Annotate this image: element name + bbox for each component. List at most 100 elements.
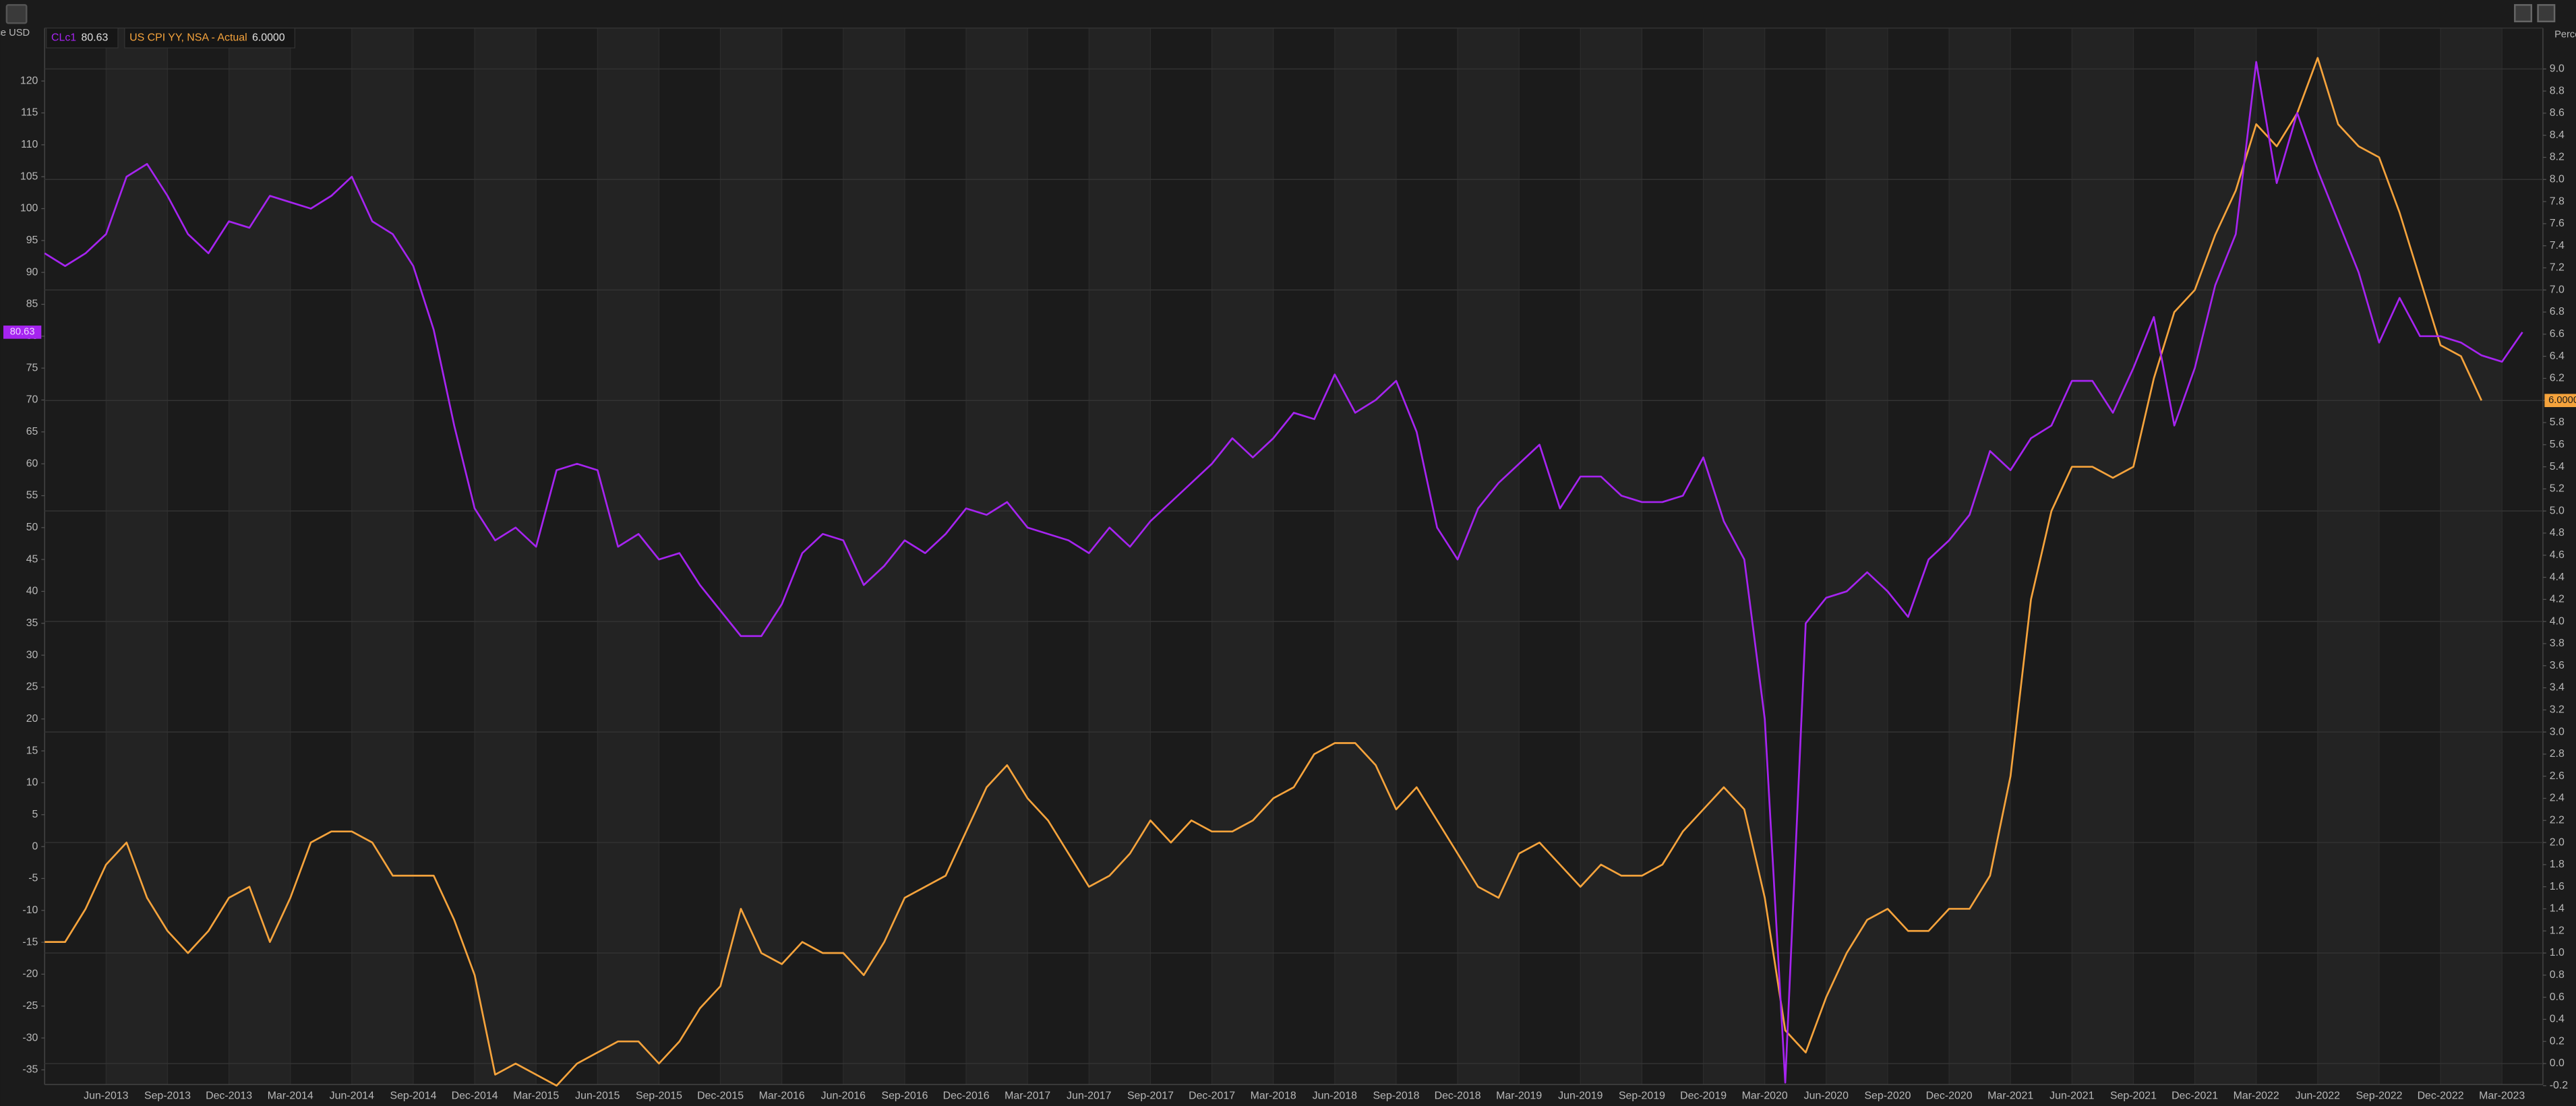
x-tick-label: Mar-2023 [2479,1090,2525,1102]
x-tick-label: Jun-2019 [1558,1090,1602,1102]
y-tick-label: 10 [26,777,38,789]
y2-tick-label: 3.8 [2550,638,2565,649]
y2-tick-label: 0.0 [2550,1057,2565,1069]
y-tick-label: 120 [20,75,38,86]
x-tick-label: Mar-2021 [1987,1090,2033,1102]
x-tick-label: Jun-2014 [330,1090,374,1102]
band [597,28,659,1085]
y2-tick-label: 3.2 [2550,704,2565,716]
y2-tick-label: 1.2 [2550,925,2565,936]
y-tick-label: 50 [26,522,38,533]
y2-tick-label: 7.4 [2550,240,2565,251]
y2-tick-label: 6.8 [2550,306,2565,317]
band [1580,28,1642,1085]
band [1458,28,1520,1085]
x-tick-label: Sep-2020 [1864,1090,1911,1102]
band [904,28,967,1085]
band [1826,28,1888,1085]
y-tick-label: 30 [26,649,38,660]
x-tick-label: Dec-2021 [2171,1090,2218,1102]
x-tick-label: Dec-2013 [206,1090,252,1102]
table-button[interactable] [2537,4,2556,23]
y2-tick-label: 8.2 [2550,152,2565,163]
toolbar-button[interactable] [5,4,28,24]
band [229,28,291,1085]
y2-tick-label: 0.6 [2550,991,2565,1003]
x-tick-label: Dec-2018 [1435,1090,1481,1102]
y-tick-label: 25 [26,681,38,693]
y2-tick-label: 1.0 [2550,947,2565,958]
y2-tick-label: 7.8 [2550,195,2565,207]
y2-tick-label: 2.0 [2550,836,2565,848]
x-tick-label: Sep-2022 [2356,1090,2402,1102]
y-tick-label: 100 [20,203,38,214]
y2-tick-label: 7.0 [2550,284,2565,295]
band [1334,28,1396,1085]
band [843,28,905,1085]
band [1027,28,1089,1085]
y2-tick-label: 0.2 [2550,1035,2565,1047]
y2-tick-label: 0.4 [2550,1014,2565,1025]
y2-tick-label: 5.8 [2550,417,2565,428]
y-tick-label: 65 [26,426,38,437]
x-tick-label: Mar-2014 [268,1090,313,1102]
x-tick-label: Dec-2020 [1926,1090,1973,1102]
band [720,28,782,1085]
y-tick-label: 40 [26,586,38,597]
band [1396,28,1458,1085]
y2-tick-label: 4.6 [2550,549,2565,561]
x-tick-label: Jun-2016 [821,1090,866,1102]
x-tick-label: Sep-2018 [1373,1090,1419,1102]
chart-type-button[interactable] [2514,4,2533,23]
y2-tick-label: 6.6 [2550,328,2565,340]
y2-tick-label: 9.0 [2550,63,2565,75]
band [1211,28,1274,1085]
y-tick-label: -25 [22,1000,38,1012]
band [2440,28,2503,1085]
band [2317,28,2379,1085]
band [2502,28,2543,1085]
legend-box [124,28,295,49]
y-tick-label: 85 [26,299,38,310]
y-tick-label: 35 [26,617,38,629]
x-tick-label: Dec-2015 [697,1090,744,1102]
y2-tick-label: 3.4 [2550,682,2565,694]
x-tick-label: Sep-2016 [881,1090,928,1102]
x-tick-label: Jun-2020 [1804,1090,1849,1102]
y-tick-label: 0 [32,840,38,852]
y2-tick-label: 3.0 [2550,726,2565,737]
band [1273,28,1335,1085]
band [44,28,107,1085]
x-tick-label: Sep-2019 [1619,1090,1665,1102]
last-value-badge [2544,394,2576,408]
x-tick-label: Mar-2020 [1742,1090,1788,1102]
band [1887,28,1950,1085]
x-tick-label: Sep-2017 [1127,1090,1174,1102]
series-line [44,57,2483,1087]
y-tick-label: 55 [26,490,38,501]
y2-tick-label: 2.4 [2550,793,2565,804]
x-tick-label: Dec-2016 [943,1090,990,1102]
series-line [44,61,2523,1084]
y2-tick-label: 7.6 [2550,218,2565,229]
x-tick-label: Mar-2017 [1005,1090,1050,1102]
y2-tick-label: 4.8 [2550,527,2565,539]
y-tick-label: -35 [22,1064,38,1076]
band [2133,28,2195,1085]
band [1642,28,1704,1085]
y-tick-label: 110 [21,139,38,150]
x-tick-label: Sep-2015 [636,1090,682,1102]
y2-tick-label: 2.6 [2550,770,2565,782]
band [475,28,537,1085]
y-tick-label: 95 [26,235,38,246]
band [1089,28,1151,1085]
x-tick-label: Jun-2015 [575,1090,620,1102]
x-tick-label: Mar-2018 [1251,1090,1296,1102]
y-tick-label: 75 [26,362,38,373]
y-tick-label: -5 [28,873,38,884]
bands [44,28,2543,1085]
y2-tick-label: -0.2 [2550,1080,2569,1091]
y2-tick-label: 8.0 [2550,173,2565,185]
y2-tick-label: 2.2 [2550,814,2565,826]
y-tick-label: 5 [32,809,38,820]
